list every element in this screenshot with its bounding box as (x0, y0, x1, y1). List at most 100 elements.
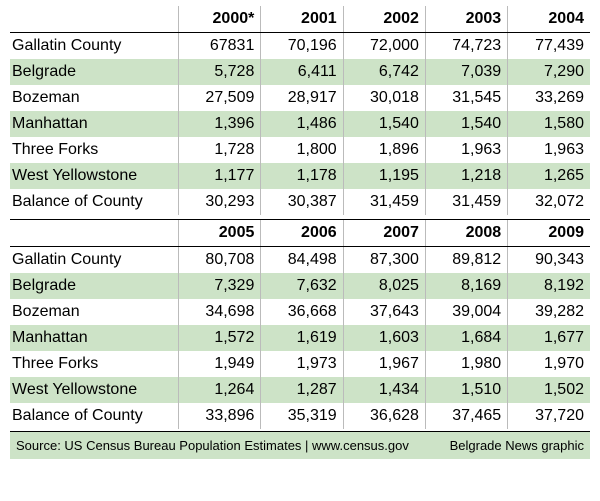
cell-value: 7,039 (425, 59, 507, 85)
table-row: West Yellowstone1,1771,1781,1951,2181,26… (10, 163, 590, 189)
cell-value: 30,018 (343, 85, 425, 111)
cell-value: 74,723 (425, 33, 507, 60)
cell-value: 1,264 (179, 377, 261, 403)
table-row: Bozeman27,50928,91730,01831,54533,269 (10, 85, 590, 111)
col-header-year: 2000* (179, 6, 261, 33)
table-row: Gallatin County6783170,19672,00074,72377… (10, 33, 590, 60)
cell-value: 8,025 (343, 273, 425, 299)
cell-value: 80,708 (179, 247, 261, 274)
cell-value: 39,282 (508, 299, 590, 325)
cell-value: 90,343 (508, 247, 590, 274)
col-header-year: 2001 (261, 6, 343, 33)
cell-value: 1,265 (508, 163, 590, 189)
col-header-year: 2008 (425, 220, 507, 247)
col-header-year: 2003 (425, 6, 507, 33)
col-header-year: 2005 (179, 220, 261, 247)
row-label: Bozeman (10, 299, 179, 325)
row-label: West Yellowstone (10, 377, 179, 403)
cell-value: 77,439 (508, 33, 590, 60)
row-label: Gallatin County (10, 33, 179, 60)
table-row: West Yellowstone1,2641,2871,4341,5101,50… (10, 377, 590, 403)
row-label: Balance of County (10, 403, 179, 429)
cell-value: 28,917 (261, 85, 343, 111)
cell-value: 1,973 (261, 351, 343, 377)
table-row: Manhattan1,3961,4861,5401,5401,580 (10, 111, 590, 137)
cell-value: 1,540 (343, 111, 425, 137)
cell-value: 30,293 (179, 189, 261, 215)
cell-value: 1,728 (179, 137, 261, 163)
cell-value: 33,269 (508, 85, 590, 111)
cell-value: 31,459 (425, 189, 507, 215)
cell-value: 84,498 (261, 247, 343, 274)
cell-value: 1,396 (179, 111, 261, 137)
row-label: Three Forks (10, 137, 179, 163)
cell-value: 39,004 (425, 299, 507, 325)
col-header-year: 2009 (508, 220, 590, 247)
row-label: Belgrade (10, 273, 179, 299)
cell-value: 7,290 (508, 59, 590, 85)
cell-value: 34,698 (179, 299, 261, 325)
cell-value: 72,000 (343, 33, 425, 60)
cell-value: 1,970 (508, 351, 590, 377)
row-label: Bozeman (10, 85, 179, 111)
cell-value: 6,411 (261, 59, 343, 85)
cell-value: 1,963 (425, 137, 507, 163)
cell-value: 87,300 (343, 247, 425, 274)
footer-credit: Belgrade News graphic (450, 438, 584, 453)
row-label: Balance of County (10, 189, 179, 215)
population-table: 2000*2001200220032004Gallatin County6783… (10, 6, 590, 429)
cell-value: 1,949 (179, 351, 261, 377)
cell-value: 27,509 (179, 85, 261, 111)
cell-value: 36,628 (343, 403, 425, 429)
cell-value: 37,643 (343, 299, 425, 325)
col-header-blank (10, 6, 179, 33)
row-label: Three Forks (10, 351, 179, 377)
cell-value: 1,619 (261, 325, 343, 351)
cell-value: 32,072 (508, 189, 590, 215)
cell-value: 1,684 (425, 325, 507, 351)
cell-value: 1,572 (179, 325, 261, 351)
cell-value: 70,196 (261, 33, 343, 60)
cell-value: 1,967 (343, 351, 425, 377)
cell-value: 7,329 (179, 273, 261, 299)
footer-source: Source: US Census Bureau Population Esti… (16, 438, 409, 453)
cell-value: 31,459 (343, 189, 425, 215)
cell-value: 67831 (179, 33, 261, 60)
cell-value: 37,465 (425, 403, 507, 429)
cell-value: 1,800 (261, 137, 343, 163)
cell-value: 1,178 (261, 163, 343, 189)
cell-value: 1,980 (425, 351, 507, 377)
cell-value: 1,963 (508, 137, 590, 163)
cell-value: 1,195 (343, 163, 425, 189)
col-header-year: 2002 (343, 6, 425, 33)
cell-value: 8,192 (508, 273, 590, 299)
cell-value: 89,812 (425, 247, 507, 274)
col-header-year: 2004 (508, 6, 590, 33)
table-row: Belgrade7,3297,6328,0258,1698,192 (10, 273, 590, 299)
row-label: Belgrade (10, 59, 179, 85)
cell-value: 36,668 (261, 299, 343, 325)
row-label: Gallatin County (10, 247, 179, 274)
cell-value: 30,387 (261, 189, 343, 215)
row-label: West Yellowstone (10, 163, 179, 189)
table-row: Manhattan1,5721,6191,6031,6841,677 (10, 325, 590, 351)
table-row: Balance of County33,89635,31936,62837,46… (10, 403, 590, 429)
cell-value: 37,720 (508, 403, 590, 429)
cell-value: 1,896 (343, 137, 425, 163)
cell-value: 1,580 (508, 111, 590, 137)
table-row: Three Forks1,7281,8001,8961,9631,963 (10, 137, 590, 163)
footer-bar: Source: US Census Bureau Population Esti… (10, 431, 590, 459)
cell-value: 1,502 (508, 377, 590, 403)
col-header-blank (10, 220, 179, 247)
table-row: Balance of County30,29330,38731,45931,45… (10, 189, 590, 215)
cell-value: 7,632 (261, 273, 343, 299)
cell-value: 5,728 (179, 59, 261, 85)
table-row: Gallatin County80,70884,49887,30089,8129… (10, 247, 590, 274)
cell-value: 1,218 (425, 163, 507, 189)
cell-value: 1,287 (261, 377, 343, 403)
cell-value: 8,169 (425, 273, 507, 299)
cell-value: 35,319 (261, 403, 343, 429)
table-row: Belgrade5,7286,4116,7427,0397,290 (10, 59, 590, 85)
cell-value: 1,434 (343, 377, 425, 403)
cell-value: 33,896 (179, 403, 261, 429)
